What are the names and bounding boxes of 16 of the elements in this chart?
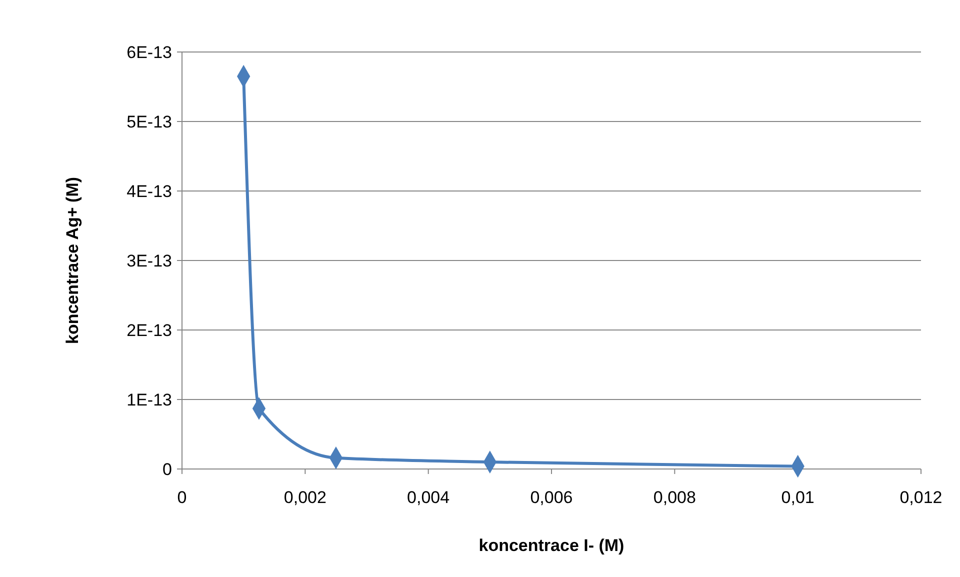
x-tick-label: 0,006: [530, 488, 573, 507]
y-tick-label: 0: [162, 460, 172, 479]
x-tick-label: 0: [177, 488, 187, 507]
x-tick-label: 0,002: [284, 488, 326, 507]
x-tick-label: 0,01: [781, 488, 814, 507]
x-tick-label: 0,008: [653, 488, 696, 507]
y-tick-label: 1E-13: [126, 390, 172, 410]
x-tick-label: 0,012: [900, 488, 942, 507]
y-axis-title: koncentrace Ag+ (M): [63, 176, 82, 344]
x-tick-label: 0,004: [407, 488, 450, 507]
y-tick-label: 5E-13: [126, 112, 172, 132]
x-axis-title: koncentrace I- (M): [478, 536, 624, 555]
y-tick-label: 3E-13: [126, 251, 172, 270]
y-tick-label: 4E-13: [126, 182, 172, 201]
y-tick-label: 6E-13: [126, 42, 172, 62]
y-tick-label: 2E-13: [126, 320, 172, 340]
